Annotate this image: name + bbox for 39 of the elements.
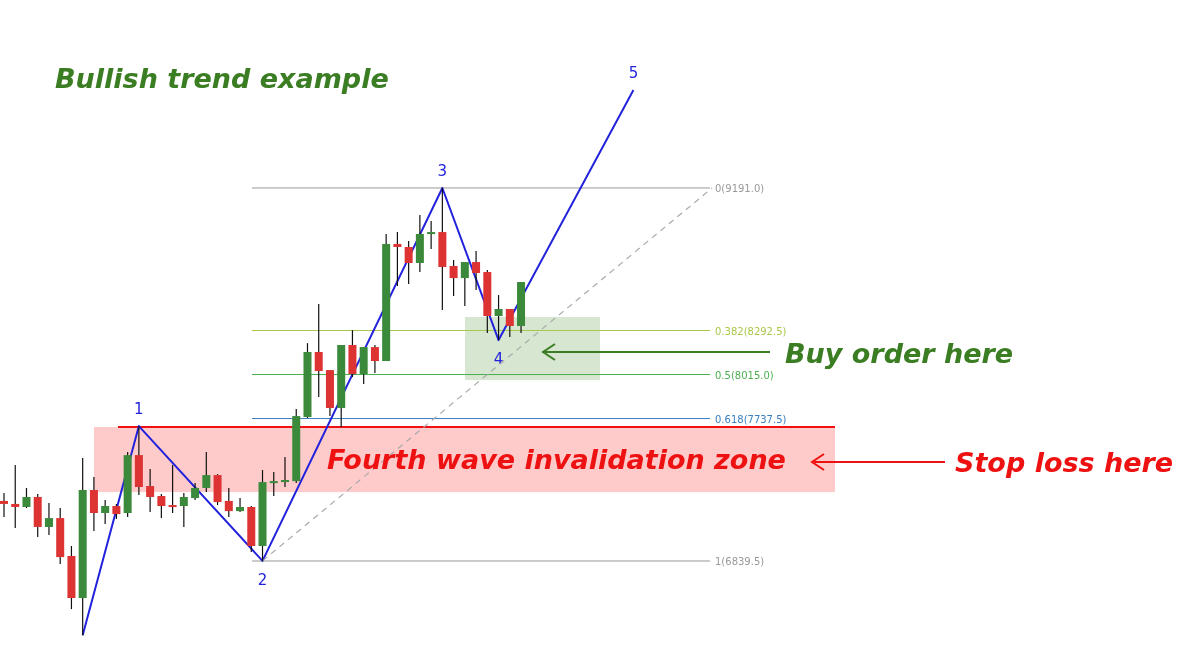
- text: Bullish trend example: [55, 63, 389, 94]
- candlestick: [146, 468, 155, 513]
- candlestick: [427, 220, 436, 250]
- candlestick: [224, 487, 233, 518]
- candlestick: [236, 497, 245, 513]
- candlestick: [505, 308, 514, 338]
- text: Buy order here: [785, 338, 1014, 369]
- candlestick: [269, 471, 278, 497]
- annotation: 2: [257, 570, 268, 589]
- candlestick: [472, 250, 481, 291]
- ref-line-label: 0(9191.0): [715, 182, 765, 194]
- text: Stop loss here: [955, 447, 1174, 478]
- candlestick: [22, 487, 31, 509]
- ref-line-label: 1(6839.5): [715, 555, 765, 567]
- candlestick: [157, 493, 166, 519]
- band-label: Fourth wave invalidation zone: [327, 443, 786, 475]
- annotation: 4: [493, 350, 504, 369]
- candlestick: [179, 492, 188, 528]
- candlestick: [393, 231, 402, 287]
- candlestick: [168, 464, 177, 514]
- candlestick: [101, 499, 110, 525]
- ref-line-label: 0.618(7737.5): [715, 413, 787, 425]
- ref-line-label: 0.382(8292.5): [715, 325, 787, 337]
- annotation: 1: [134, 400, 144, 419]
- candlestick: [202, 451, 211, 493]
- candlestick: [0, 492, 8, 518]
- candlestick: [89, 476, 98, 532]
- ref-line-label: 0.5(8015.0): [715, 369, 774, 381]
- candlestick: [494, 294, 503, 341]
- candlestick: [281, 456, 289, 488]
- candlestick: [449, 259, 458, 297]
- candlestick: [460, 261, 469, 307]
- candlestick: [44, 502, 53, 536]
- annotation: 3: [437, 161, 448, 180]
- candlestick: [370, 344, 379, 374]
- candlestick: [314, 303, 323, 398]
- candlestick: [404, 240, 413, 285]
- candlestick: [11, 464, 20, 529]
- annotation: 5: [628, 63, 639, 82]
